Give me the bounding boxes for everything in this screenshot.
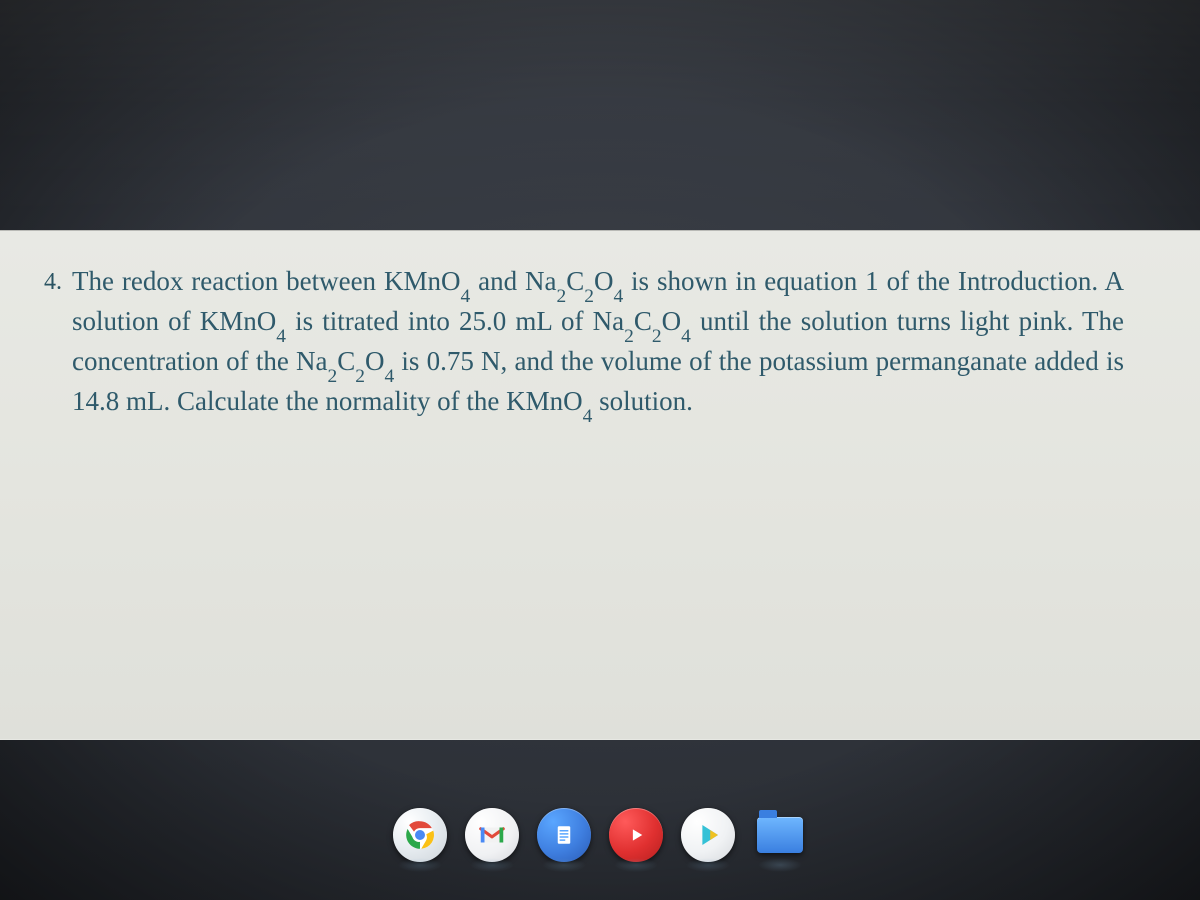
- chrome-icon[interactable]: [393, 808, 447, 862]
- folder-glyph: [757, 817, 803, 853]
- document-page-area: 4. The redox reaction between KMnO4 and …: [0, 230, 1200, 740]
- youtube-icon[interactable]: [609, 808, 663, 862]
- question-text: and: [470, 266, 525, 296]
- formula-na2c2o4: Na2C2O4: [593, 306, 691, 336]
- formula-kmno4: KMnO4: [506, 386, 592, 416]
- docs-glyph: [549, 820, 579, 850]
- question-number: 4.: [44, 265, 62, 301]
- formula-kmno4: KMnO4: [200, 306, 286, 336]
- taskbar: [0, 792, 1200, 878]
- files-icon[interactable]: [753, 808, 807, 862]
- play-icon[interactable]: [681, 808, 735, 862]
- formula-na2c2o4: Na2C2O4: [525, 266, 623, 296]
- question-text: solution.: [592, 386, 693, 416]
- question-text: The redox reaction between: [72, 266, 384, 296]
- gmail-glyph: [477, 820, 507, 850]
- formula-kmno4: KMnO4: [384, 266, 470, 296]
- question-4: 4. The redox reaction between KMnO4 and …: [44, 262, 1124, 422]
- docs-icon[interactable]: [537, 808, 591, 862]
- formula-na2c2o4: Na2C2O4: [296, 346, 394, 376]
- question-text: is titrated into 25.0 mL of: [286, 306, 593, 336]
- chrome-glyph: [405, 820, 435, 850]
- question-body: The redox reaction between KMnO4 and Na2…: [72, 262, 1124, 422]
- youtube-glyph: [621, 820, 651, 850]
- play-glyph: [693, 820, 723, 850]
- gmail-icon[interactable]: [465, 808, 519, 862]
- monitor-photo: 4. The redox reaction between KMnO4 and …: [0, 0, 1200, 900]
